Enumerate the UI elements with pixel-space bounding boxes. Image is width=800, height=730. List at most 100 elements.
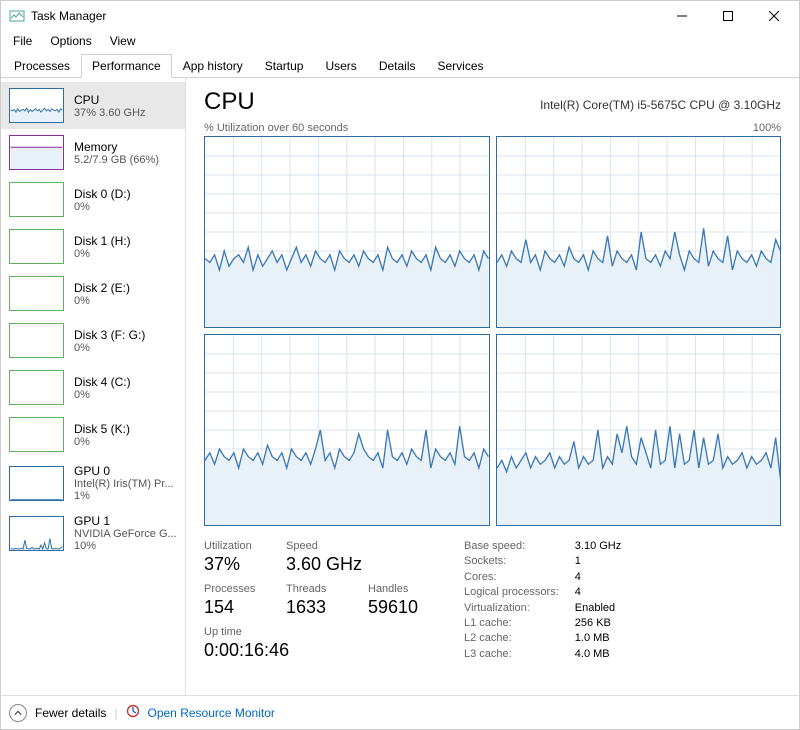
spec-value: 256 KB bbox=[575, 617, 621, 630]
stat-value: 59610 bbox=[368, 597, 424, 618]
spec-key: Base speed: bbox=[464, 540, 559, 553]
stat-value: 154 bbox=[204, 597, 260, 618]
detail-pane: CPU Intel(R) Core(TM) i5-5675C CPU @ 3.1… bbox=[186, 78, 799, 695]
taskmanager-icon bbox=[9, 8, 25, 24]
sidebar-item-cpu[interactable]: CPU37% 3.60 GHz bbox=[1, 82, 185, 129]
window-title: Task Manager bbox=[31, 9, 106, 23]
sidebar-item-memory[interactable]: Memory5.2/7.9 GB (66%) bbox=[1, 129, 185, 176]
stat-value: 0:00:16:46 bbox=[204, 640, 289, 661]
cpu-core-chart-2 bbox=[204, 334, 490, 526]
sidebar-item-sub2: 10% bbox=[74, 540, 177, 552]
sidebar-thumb-disk3 bbox=[9, 323, 64, 358]
cpu-core-chart-3 bbox=[496, 334, 782, 526]
sidebar-thumb-gpu0 bbox=[9, 466, 64, 501]
sidebar-item-sub: 0% bbox=[74, 248, 131, 260]
sidebar-thumb-disk0 bbox=[9, 182, 64, 217]
sidebar: CPU37% 3.60 GHzMemory5.2/7.9 GB (66%)Dis… bbox=[1, 78, 186, 695]
tab-performance[interactable]: Performance bbox=[81, 54, 172, 78]
tab-users[interactable]: Users bbox=[314, 54, 367, 78]
menubar: FileOptionsView bbox=[1, 31, 799, 51]
cpu-charts-grid bbox=[204, 136, 781, 526]
sidebar-item-sub: 0% bbox=[74, 201, 131, 213]
sidebar-thumb-disk5 bbox=[9, 417, 64, 452]
sidebar-item-sub: 5.2/7.9 GB (66%) bbox=[74, 154, 159, 166]
stat-label: Up time bbox=[204, 626, 289, 638]
sidebar-item-name: GPU 0 bbox=[74, 464, 174, 478]
stat-label: Processes bbox=[204, 583, 260, 595]
sidebar-item-name: Disk 3 (F: G:) bbox=[74, 328, 145, 342]
stat-label: Threads bbox=[286, 583, 342, 595]
menu-file[interactable]: File bbox=[5, 32, 40, 50]
stat-value: 37% bbox=[204, 554, 260, 575]
cpu-core-chart-0 bbox=[204, 136, 490, 328]
sidebar-thumb-memory bbox=[9, 135, 64, 170]
tab-startup[interactable]: Startup bbox=[254, 54, 315, 78]
chart-label-right: 100% bbox=[753, 122, 781, 134]
spec-key: Sockets: bbox=[464, 555, 559, 568]
open-resource-monitor-link[interactable]: Open Resource Monitor bbox=[148, 706, 275, 720]
spec-value: 1.0 MB bbox=[575, 632, 621, 645]
stat-label: Speed bbox=[286, 540, 362, 552]
stat-label: Handles bbox=[368, 583, 424, 595]
sidebar-item-disk0[interactable]: Disk 0 (D:)0% bbox=[1, 176, 185, 223]
spec-key: L3 cache: bbox=[464, 648, 559, 661]
sidebar-item-gpu0[interactable]: GPU 0Intel(R) Iris(TM) Pr...1% bbox=[1, 458, 185, 508]
spec-key: Cores: bbox=[464, 571, 559, 584]
sidebar-item-disk3[interactable]: Disk 3 (F: G:)0% bbox=[1, 317, 185, 364]
window-controls bbox=[659, 1, 797, 31]
sidebar-thumb-disk1 bbox=[9, 229, 64, 264]
resmon-icon bbox=[126, 704, 140, 721]
sidebar-item-disk5[interactable]: Disk 5 (K:)0% bbox=[1, 411, 185, 458]
close-button[interactable] bbox=[751, 1, 797, 31]
sidebar-item-name: Memory bbox=[74, 140, 159, 154]
sidebar-item-sub: Intel(R) Iris(TM) Pr... bbox=[74, 478, 174, 490]
tab-details[interactable]: Details bbox=[368, 54, 427, 78]
menu-view[interactable]: View bbox=[102, 32, 144, 50]
sidebar-thumb-cpu bbox=[9, 88, 64, 123]
stats-area: Utilization37%Speed3.60 GHzProcesses154T… bbox=[204, 540, 781, 661]
titlebar: Task Manager bbox=[1, 1, 799, 31]
tab-services[interactable]: Services bbox=[427, 54, 495, 78]
spec-key: Logical processors: bbox=[464, 586, 559, 599]
spec-value: Enabled bbox=[575, 602, 621, 615]
menu-options[interactable]: Options bbox=[42, 32, 99, 50]
sidebar-item-sub: NVIDIA GeForce G... bbox=[74, 528, 177, 540]
sidebar-item-sub: 0% bbox=[74, 436, 130, 448]
spec-value: 3.10 GHz bbox=[575, 540, 621, 553]
sidebar-item-disk4[interactable]: Disk 4 (C:)0% bbox=[1, 364, 185, 411]
stat-label: Utilization bbox=[204, 540, 260, 552]
chart-label-left: % Utilization over 60 seconds bbox=[204, 122, 348, 134]
spec-value: 1 bbox=[575, 555, 621, 568]
chevron-up-icon[interactable] bbox=[9, 704, 27, 722]
spec-key: L2 cache: bbox=[464, 632, 559, 645]
sidebar-thumb-disk4 bbox=[9, 370, 64, 405]
stats-right: Base speed: 3.10 GHz Sockets: 1 Cores: 4 Logic… bbox=[464, 540, 621, 661]
sidebar-item-sub: 37% 3.60 GHz bbox=[74, 107, 146, 119]
task-manager-window: Task Manager FileOptionsView ProcessesPe… bbox=[0, 0, 800, 730]
sidebar-item-name: Disk 2 (E:) bbox=[74, 281, 130, 295]
sidebar-item-name: CPU bbox=[74, 93, 146, 107]
spec-value: 4.0 MB bbox=[575, 648, 621, 661]
stat-value: 1633 bbox=[286, 597, 342, 618]
spec-key: L1 cache: bbox=[464, 617, 559, 630]
sidebar-item-name: Disk 5 (K:) bbox=[74, 422, 130, 436]
spec-value: 4 bbox=[575, 571, 621, 584]
cpu-core-chart-1 bbox=[496, 136, 782, 328]
sidebar-item-name: Disk 0 (D:) bbox=[74, 187, 131, 201]
sidebar-item-disk1[interactable]: Disk 1 (H:)0% bbox=[1, 223, 185, 270]
sidebar-item-name: GPU 1 bbox=[74, 514, 177, 528]
tab-app-history[interactable]: App history bbox=[172, 54, 254, 78]
sidebar-item-sub: 0% bbox=[74, 389, 131, 401]
stats-left: Utilization37%Speed3.60 GHzProcesses154T… bbox=[204, 540, 424, 661]
sidebar-item-gpu1[interactable]: GPU 1NVIDIA GeForce G...10% bbox=[1, 508, 185, 558]
minimize-button[interactable] bbox=[659, 1, 705, 31]
sidebar-item-disk2[interactable]: Disk 2 (E:)0% bbox=[1, 270, 185, 317]
sidebar-item-name: Disk 4 (C:) bbox=[74, 375, 131, 389]
tab-bar: ProcessesPerformanceApp historyStartupUs… bbox=[1, 53, 799, 78]
detail-title: CPU bbox=[204, 88, 255, 116]
fewer-details-link[interactable]: Fewer details bbox=[35, 706, 106, 720]
sidebar-thumb-gpu1 bbox=[9, 516, 64, 551]
tab-processes[interactable]: Processes bbox=[3, 54, 81, 78]
spec-key: Virtualization: bbox=[464, 602, 559, 615]
maximize-button[interactable] bbox=[705, 1, 751, 31]
